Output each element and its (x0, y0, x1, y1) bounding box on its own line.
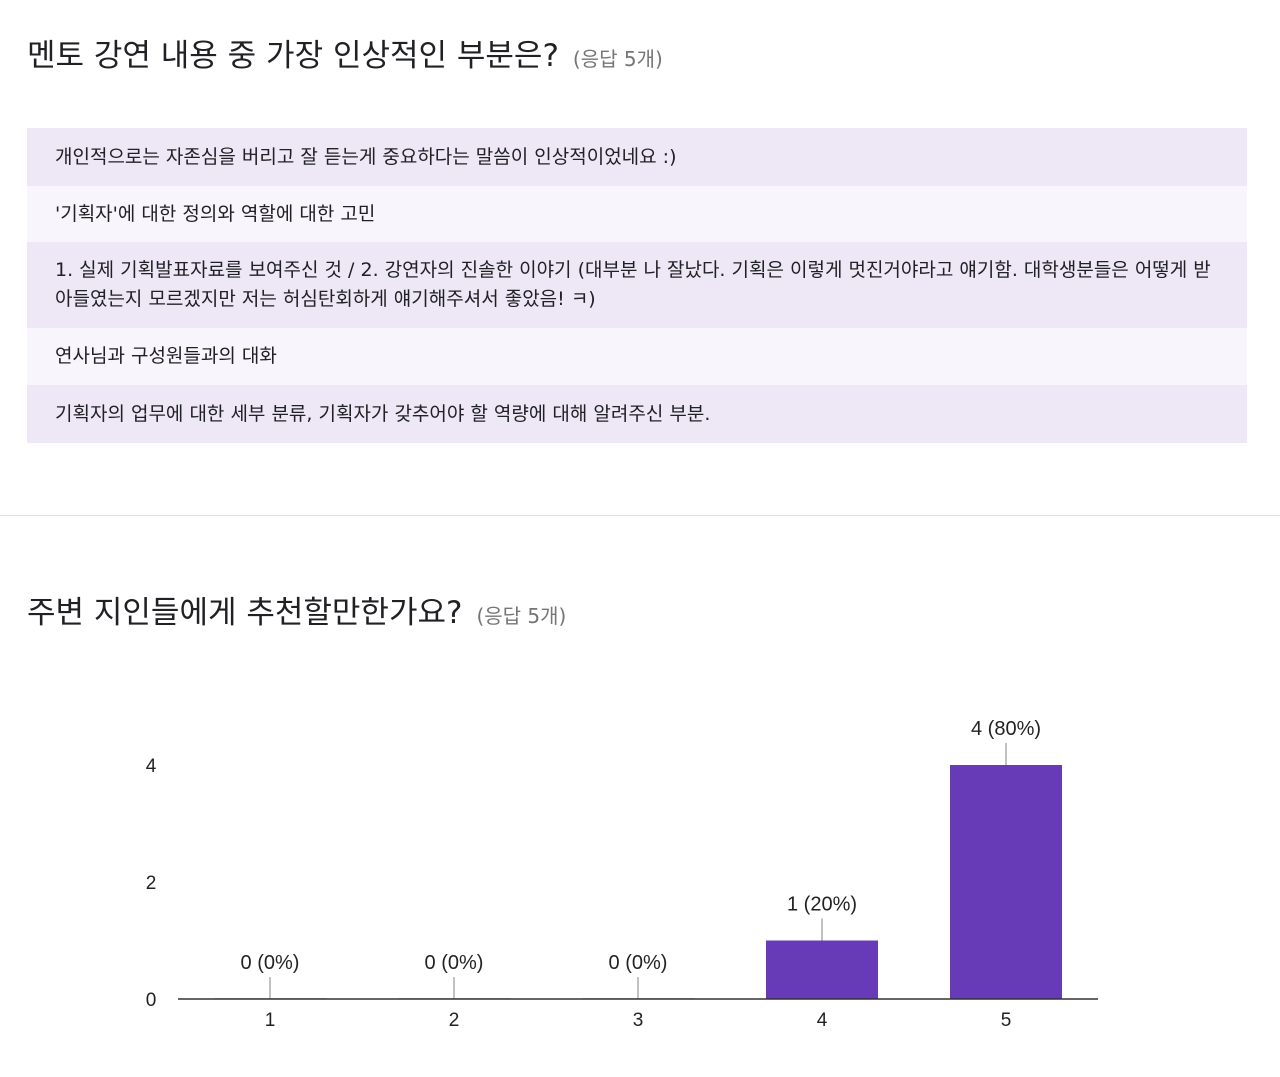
question-1-title: 멘토 강연 내용 중 가장 인상적인 부분은? (27, 38, 559, 74)
question-1-response-count: (응답 5개) (572, 47, 663, 71)
y-tick-label: 4 (146, 756, 157, 777)
x-tick-label: 5 (1001, 1010, 1012, 1031)
response-list: 개인적으로는 자존심을 버리고 잘 듣는게 중요하다는 말씀이 인상적이었네요 … (27, 128, 1247, 443)
data-label: 4 (80%) (971, 718, 1041, 740)
response-item: '기획자'에 대한 정의와 역할에 대한 고민 (27, 186, 1247, 242)
response-item: 개인적으로는 자존심을 버리고 잘 듣는게 중요하다는 말씀이 인상적이었네요 … (27, 128, 1247, 186)
response-item: 1. 실제 기획발표자료를 보여주신 것 / 2. 강연자의 진솔한 이야기 (… (27, 242, 1247, 328)
bar (766, 940, 878, 999)
x-tick-label: 4 (817, 1010, 828, 1031)
y-tick-label: 2 (146, 873, 157, 894)
data-label: 1 (20%) (787, 894, 857, 916)
section-divider (0, 515, 1280, 516)
bar (950, 765, 1062, 999)
response-item: 기획자의 업무에 대한 세부 분류, 기획자가 갖추어야 할 역량에 대해 알려… (27, 385, 1247, 443)
bar-chart: 0 2 4 0 (0%) 1 0 (0%) 2 0 (0%) 3 1 (20%) 4 4 (80%) 5 (146, 718, 1098, 1031)
data-label: 0 (0%) (609, 952, 668, 974)
x-tick-label: 3 (633, 1010, 644, 1031)
y-tick-label: 0 (146, 990, 157, 1011)
question-2-title-row: 주변 지인들에게 추천할만한가요? (응답 5개) (27, 587, 566, 632)
question-2-title: 주변 지인들에게 추천할만한가요? (27, 595, 463, 631)
x-tick-label: 1 (265, 1010, 276, 1031)
response-item: 연사님과 구성원들과의 대화 (27, 328, 1247, 385)
question-2-response-count: (응답 5개) (476, 604, 567, 628)
x-tick-label: 2 (449, 1010, 460, 1031)
data-label: 0 (0%) (425, 952, 484, 974)
question-1-title-row: 멘토 강연 내용 중 가장 인상적인 부분은? (응답 5개) (27, 30, 663, 75)
data-label: 0 (0%) (241, 952, 300, 974)
